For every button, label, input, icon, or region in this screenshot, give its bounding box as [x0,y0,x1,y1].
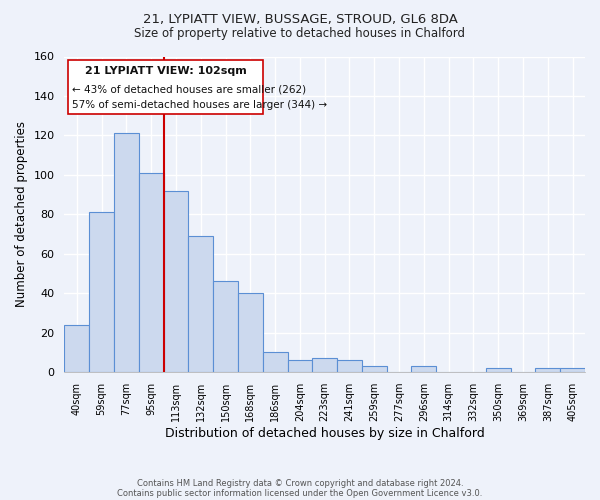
Bar [412,366,436,372]
Bar [287,360,313,372]
Text: Contains public sector information licensed under the Open Government Licence v3: Contains public sector information licen… [118,488,482,498]
Bar [89,212,114,372]
Bar [68,60,263,114]
Bar [114,134,139,372]
Bar [486,368,511,372]
Bar [362,366,386,372]
Y-axis label: Number of detached properties: Number of detached properties [15,122,28,308]
Bar [313,358,337,372]
Bar [263,352,287,372]
Text: 21, LYPIATT VIEW, BUSSAGE, STROUD, GL6 8DA: 21, LYPIATT VIEW, BUSSAGE, STROUD, GL6 8… [143,12,457,26]
Bar [188,236,213,372]
Text: ← 43% of detached houses are smaller (262): ← 43% of detached houses are smaller (26… [72,84,306,94]
Bar [213,282,238,372]
Text: 57% of semi-detached houses are larger (344) →: 57% of semi-detached houses are larger (… [72,100,327,110]
Text: Contains HM Land Registry data © Crown copyright and database right 2024.: Contains HM Land Registry data © Crown c… [137,478,463,488]
Bar [64,325,89,372]
Bar [164,190,188,372]
Text: 21 LYPIATT VIEW: 102sqm: 21 LYPIATT VIEW: 102sqm [85,66,246,76]
Bar [139,173,164,372]
Bar [560,368,585,372]
X-axis label: Distribution of detached houses by size in Chalford: Distribution of detached houses by size … [165,427,485,440]
Bar [535,368,560,372]
Bar [337,360,362,372]
Text: Size of property relative to detached houses in Chalford: Size of property relative to detached ho… [134,28,466,40]
Bar [238,294,263,372]
